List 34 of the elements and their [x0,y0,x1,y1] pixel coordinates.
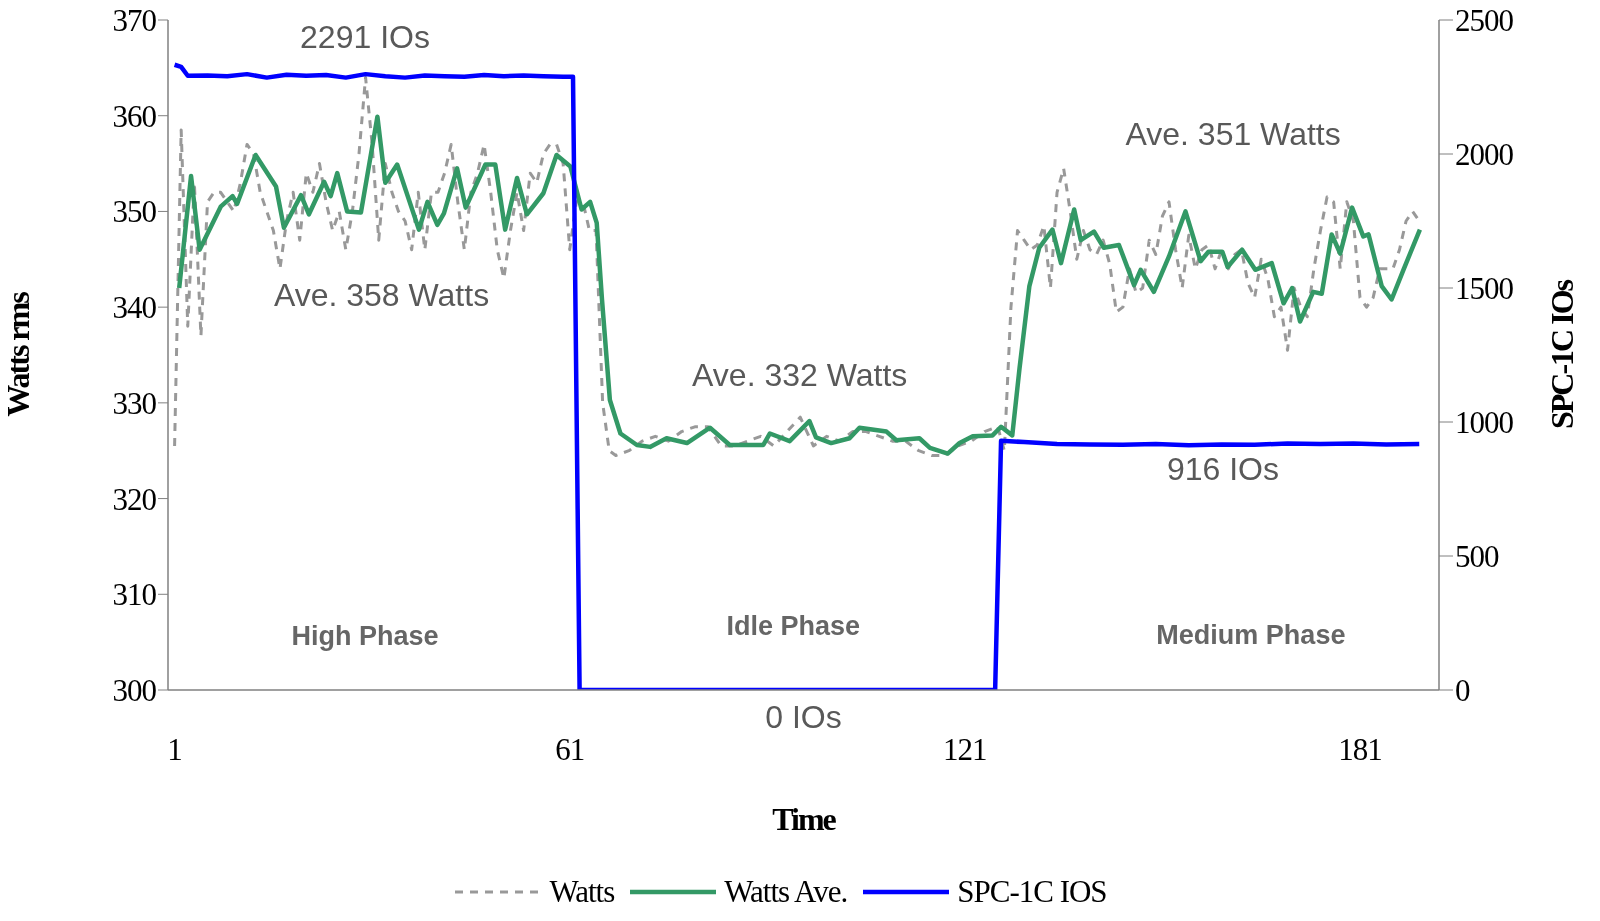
y-tick-label: 370 [112,3,157,39]
y-tick-label: 350 [112,194,157,230]
y2-tick-label: 0 [1455,673,1470,709]
y-tick-label: 360 [112,98,157,134]
y-tick-label: 330 [112,385,157,421]
legend-label: Watts Ave. [724,874,848,910]
y2-tick-label: 500 [1455,539,1499,575]
annotation: 2291 IOs [300,18,430,56]
annotation: High Phase [291,620,439,652]
legend-label: Watts [549,874,615,910]
annotation: 916 IOs [1166,450,1279,488]
y-tick-label: 340 [112,290,157,326]
x-tick-label: 1 [167,732,182,768]
y-tick-label: 320 [112,481,157,517]
line-series [172,62,1422,690]
legend-label: SPC-1C IOS [957,874,1107,910]
x-axis-title: Time [772,801,837,837]
annotation: Medium Phase [1156,619,1346,651]
annotation: Ave. 332 Watts [692,356,908,394]
y2-tick-label: 2500 [1455,3,1514,39]
text: 0 IOs [765,698,842,736]
y-axis-title: Watts rms [0,291,37,417]
x-tick-label: 61 [555,732,585,768]
annotation: Ave. 351 Watts [1125,115,1341,153]
annotation: Idle Phase [726,610,861,642]
x-tick-label: 181 [1338,732,1382,768]
y2-tick-label: 2000 [1455,137,1514,173]
y-tick-label: 300 [112,673,157,709]
x-tick-label: 121 [943,732,987,768]
annotation: Ave. 358 Watts [273,276,490,314]
y2-tick-label: 1500 [1455,271,1514,307]
y-tick-label: 310 [112,577,157,613]
y2-axis-title: SPC-1C IOs [1543,280,1581,430]
y2-tick-label: 1000 [1455,405,1514,441]
